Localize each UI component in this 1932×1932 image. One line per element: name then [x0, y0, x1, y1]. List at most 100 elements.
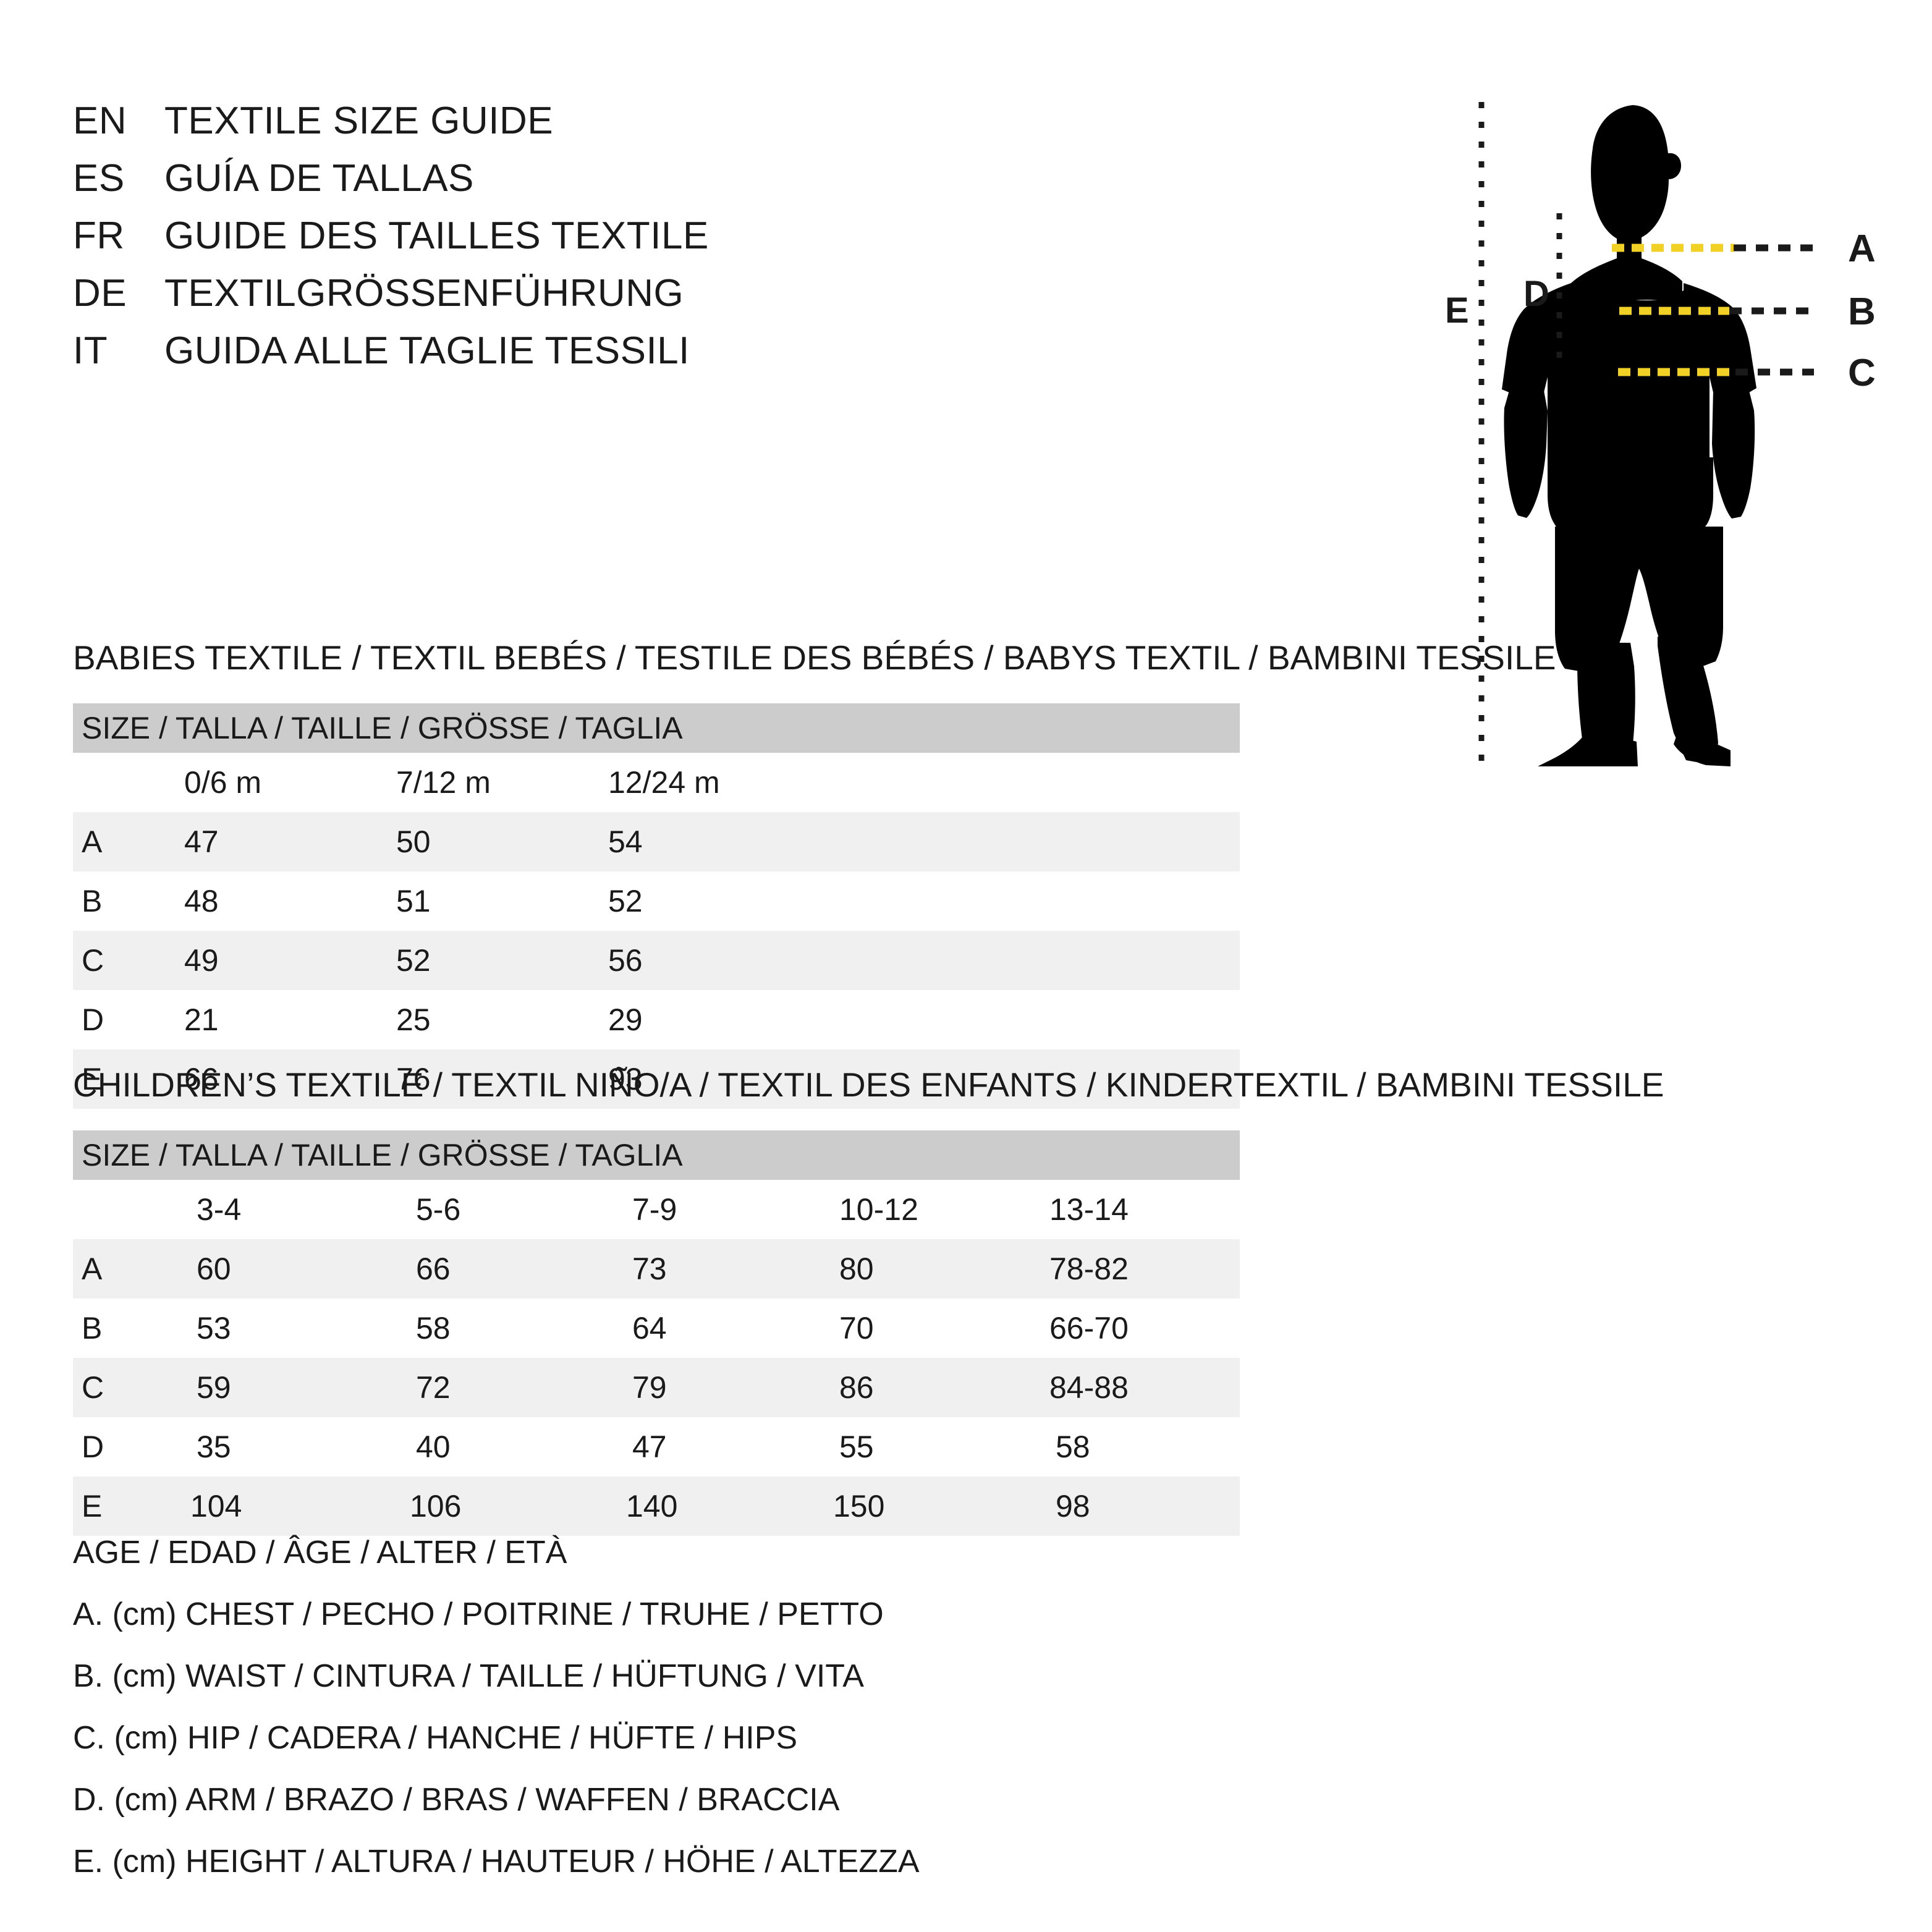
table-row: D 21 25 29 [73, 990, 1240, 1049]
babies-row-label-c: C [82, 943, 104, 978]
babies-cell-d-0: 21 [184, 1002, 219, 1037]
table-row: A 60 66 73 80 78-82 [73, 1239, 1240, 1299]
language-code-it: IT [73, 329, 108, 372]
children-cell-b-1: 58 [416, 1311, 451, 1345]
child-silhouette-icon [1502, 105, 1756, 766]
table-row: C 59 72 79 86 84-88 [73, 1358, 1240, 1417]
children-cell-c-1: 72 [416, 1370, 451, 1405]
children-cell-d-1: 40 [416, 1430, 451, 1464]
figure-label-b: B [1848, 290, 1876, 333]
babies-row-label-b: B [82, 884, 103, 918]
language-code-de: DE [73, 272, 127, 315]
children-row-label-d: D [82, 1430, 104, 1464]
language-title-it: GUIDA ALLE TAGLIE TESSILI [164, 329, 690, 372]
table-row: A 47 50 54 [73, 812, 1240, 871]
figure-label-c: C [1848, 352, 1876, 394]
babies-section-title: BABIES TEXTILE / TEXTIL BEBÉS / TESTILE … [73, 638, 1556, 677]
children-section-title: CHILDREN’S TEXTILE / TEXTIL NIÑO/A / TEX… [73, 1066, 1664, 1104]
language-row-fr: FR GUIDE DES TAILLES TEXTILE [73, 214, 709, 258]
babies-cell-a-1: 50 [396, 824, 431, 859]
children-row-label-a: A [82, 1252, 103, 1286]
measurement-figure-diagram: E D A B C [1415, 87, 1922, 766]
babies-cell-e-0: 66 [184, 1062, 219, 1096]
children-cell-d-0: 35 [197, 1430, 231, 1464]
children-table-header-label: SIZE / TALLA / TAILLE / GRÖSSE / TAGLIA [82, 1138, 683, 1172]
legend-item-a: A. (cm) CHEST / PECHO / POITRINE / TRUHE… [73, 1596, 884, 1632]
babies-cell-a-0: 47 [184, 824, 219, 859]
babies-cell-e-1: 76 [396, 1062, 431, 1096]
children-col-header-4: 13-14 [1049, 1192, 1129, 1227]
children-row-label-b: B [82, 1311, 103, 1345]
children-cell-d-3: 55 [839, 1430, 874, 1464]
language-title-es: GUÍA DE TALLAS [164, 157, 474, 200]
legend-item-c: C. (cm) HIP / CADERA / HANCHE / HÜFTE / … [73, 1720, 798, 1756]
children-table-header-bar: SIZE / TALLA / TAILLE / GRÖSSE / TAGLIA [73, 1130, 1240, 1180]
children-size-table: SIZE / TALLA / TAILLE / GRÖSSE / TAGLIA … [73, 1130, 1240, 1536]
language-title-fr: GUIDE DES TAILLES TEXTILE [164, 214, 709, 257]
babies-cell-c-1: 52 [396, 943, 431, 978]
babies-table-header-label: SIZE / TALLA / TAILLE / GRÖSSE / TAGLIA [82, 711, 683, 745]
children-col-header-1: 5-6 [416, 1192, 461, 1227]
children-cell-c-2: 79 [632, 1370, 667, 1405]
babies-cell-a-2: 54 [608, 824, 643, 859]
babies-cell-d-1: 25 [396, 1002, 431, 1037]
babies-cell-d-2: 29 [608, 1002, 643, 1037]
table-row: B 53 58 64 70 66-70 [73, 1299, 1240, 1358]
babies-table-header-bar: SIZE / TALLA / TAILLE / GRÖSSE / TAGLIA [73, 703, 1240, 753]
children-cell-a-1: 66 [416, 1252, 451, 1286]
babies-cell-b-0: 48 [184, 884, 219, 918]
figure-label-e: E [1445, 290, 1469, 331]
children-cell-c-4: 84-88 [1049, 1370, 1129, 1405]
table-row: B 48 51 52 [73, 871, 1240, 931]
children-cell-e-1: 106 [410, 1489, 462, 1523]
babies-cell-b-1: 51 [396, 884, 431, 918]
children-row-label-c: C [82, 1370, 104, 1405]
children-cell-a-3: 80 [839, 1252, 874, 1286]
language-row-de: DE TEXTILGRÖSSENFÜHRUNG [73, 271, 684, 315]
table-row: C 49 52 56 [73, 931, 1240, 990]
language-code-es: ES [73, 157, 125, 200]
children-cell-e-3: 150 [833, 1489, 885, 1523]
children-cell-b-4: 66-70 [1049, 1311, 1129, 1345]
language-title-de: TEXTILGRÖSSENFÜHRUNG [164, 272, 684, 315]
babies-col-header-1: 7/12 m [396, 765, 491, 800]
children-cell-a-0: 60 [197, 1252, 231, 1286]
children-col-header-0: 3-4 [197, 1192, 242, 1227]
children-cell-b-0: 53 [197, 1311, 231, 1345]
table-row: D 35 40 47 55 58 [73, 1417, 1240, 1477]
legend-age-line: AGE / EDAD / ÂGE / ALTER / ETÀ [73, 1535, 567, 1570]
babies-row-label-d: D [82, 1002, 104, 1037]
legend-item-d: D. (cm) ARM / BRAZO / BRAS / WAFFEN / BR… [73, 1782, 840, 1818]
table-row: E 104 106 140 150 98 [73, 1477, 1240, 1536]
children-col-header-2: 7-9 [632, 1192, 677, 1227]
legend-item-e: E. (cm) HEIGHT / ALTURA / HAUTEUR / HÖHE… [73, 1844, 920, 1879]
language-title-en: TEXTILE SIZE GUIDE [164, 100, 554, 142]
babies-row-label-e: E [82, 1062, 103, 1096]
babies-cell-b-2: 52 [608, 884, 643, 918]
children-row-label-e: E [82, 1489, 103, 1523]
babies-cell-c-2: 56 [608, 943, 643, 978]
legend-item-b: B. (cm) WAIST / CINTURA / TAILLE / HÜFTU… [73, 1658, 864, 1694]
babies-col-header-0: 0/6 m [184, 765, 262, 800]
children-cell-e-2: 140 [626, 1489, 678, 1523]
figure-label-a: A [1848, 227, 1876, 270]
figure-label-d: D [1523, 274, 1549, 314]
babies-cell-e-2: 93 [608, 1062, 643, 1096]
children-cell-d-4: 58 [1056, 1430, 1090, 1464]
babies-size-table: SIZE / TALLA / TAILLE / GRÖSSE / TAGLIA … [73, 703, 1240, 1109]
babies-row-label-a: A [82, 824, 103, 859]
babies-cell-c-0: 49 [184, 943, 219, 978]
children-cell-b-3: 70 [839, 1311, 874, 1345]
children-cell-e-4: 98 [1056, 1489, 1090, 1523]
children-column-header-row: 3-4 5-6 7-9 10-12 13-14 [73, 1180, 1240, 1239]
children-cell-e-0: 104 [190, 1489, 242, 1523]
children-cell-b-2: 64 [632, 1311, 667, 1345]
children-cell-d-2: 47 [632, 1430, 667, 1464]
children-col-header-3: 10-12 [839, 1192, 918, 1227]
children-cell-c-3: 86 [839, 1370, 874, 1405]
babies-col-header-2: 12/24 m [608, 765, 720, 800]
language-row-it: IT GUIDA ALLE TAGLIE TESSILI [73, 329, 690, 373]
babies-column-header-row: 0/6 m 7/12 m 12/24 m [73, 753, 1240, 812]
children-cell-a-4: 78-82 [1049, 1252, 1129, 1286]
